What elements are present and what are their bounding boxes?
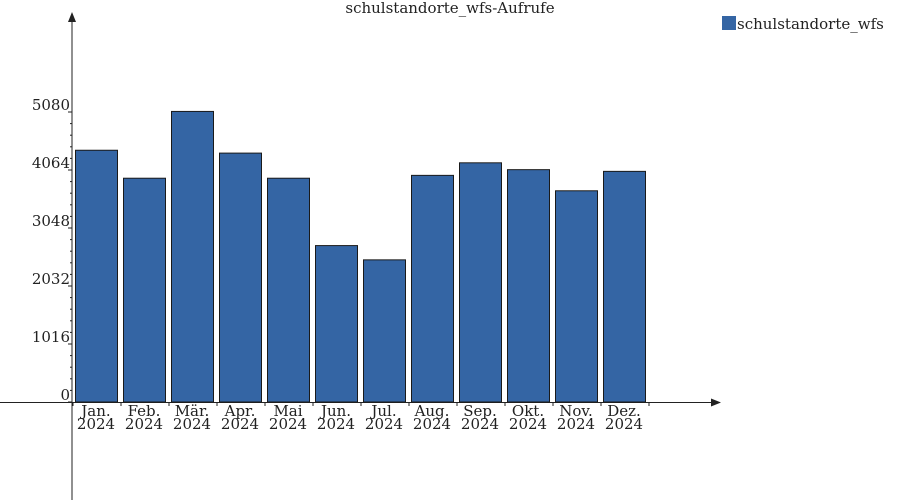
y-tick-labels: 0 1016 2032 3048 4064 5080: [32, 96, 72, 404]
legend: schulstandorte_wfs: [722, 15, 884, 33]
legend-label-series: schulstandorte_wfs: [737, 15, 884, 33]
x-tick-label: Jan. 2024: [77, 402, 115, 433]
x-tick-label: Mär. 2024: [173, 402, 211, 433]
y-tick-label: 5080: [32, 96, 70, 114]
bar: [363, 259, 406, 403]
chart-title: schulstandorte_wfs-Aufrufe: [345, 0, 554, 17]
x-tick-labels: Jan. 2024 Feb. 2024 Mär. 2024 Apr. 2024 Mai 2024 J…: [77, 402, 643, 433]
x-tick-label: Feb. 2024: [125, 402, 163, 433]
y-tick-label: 4064: [32, 154, 70, 172]
y-tick-label: 2032: [32, 270, 70, 288]
x-tick-label: Apr. 2024: [221, 402, 259, 433]
x-tick-label: Okt. 2024: [509, 402, 547, 433]
bars: [75, 110, 646, 403]
bar: [171, 110, 214, 403]
bar: [219, 152, 262, 403]
bar: [459, 162, 502, 403]
x-tick-label: Dez. 2024: [605, 402, 643, 433]
y-axis-arrow: [68, 12, 76, 22]
bar: [123, 177, 166, 403]
bar: [267, 177, 310, 403]
bar: [507, 169, 550, 403]
x-tick-marks: [72, 402, 650, 406]
bar: [411, 174, 454, 403]
x-tick-label: Nov. 2024: [557, 402, 595, 433]
x-tick-label: Aug. 2024: [413, 402, 451, 433]
bar: [603, 170, 646, 403]
bar: [315, 245, 358, 403]
x-tick-label: Jul. 2024: [365, 402, 403, 433]
x-tick-label: Sep. 2024: [461, 402, 499, 433]
bar: [75, 149, 118, 403]
y-tick-label: 1016: [32, 328, 70, 346]
x-tick-label: Jun. 2024: [317, 402, 355, 433]
x-tick-label: Mai 2024: [269, 402, 307, 433]
x-axis-arrow: [711, 398, 721, 407]
y-tick-label: 0: [60, 386, 70, 404]
bar: [555, 190, 598, 403]
legend-swatch: [722, 16, 736, 30]
y-tick-label: 3048: [32, 212, 70, 230]
